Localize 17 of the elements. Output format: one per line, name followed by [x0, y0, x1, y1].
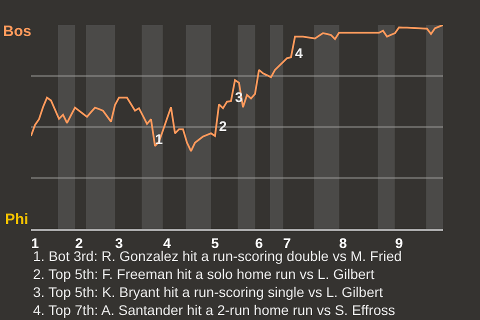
- text: 1. Bot 3rd: R. Gonzalez hit a run-scoring double vs M. Fried: [33, 248, 402, 264]
- x-tick-label: 2: [75, 234, 84, 251]
- x-tick-label: 6: [255, 234, 264, 251]
- annotation: 2: [219, 118, 227, 134]
- x-tick-label: 3: [115, 234, 124, 251]
- text: 4. Top 7th: A. Santander hit a 2-run home run vs S. Effross: [33, 302, 396, 318]
- text: Phi: [5, 211, 28, 228]
- x-tick-label: 5: [211, 234, 220, 251]
- annotation: Bos: [3, 23, 32, 40]
- x-tick-label: 8: [339, 234, 348, 251]
- text: 3. Top 5th: K. Bryant hit a run-scoring single vs L. Gilbert: [33, 284, 384, 300]
- annotation: 4: [295, 45, 303, 61]
- x-tick-label: 4: [163, 234, 172, 251]
- x-tick-label: 9: [395, 234, 404, 251]
- x-tick-label: 1: [31, 234, 40, 251]
- text: 2. Top 5th: F. Freeman hit a solo home run vs L. Gilbert: [33, 266, 374, 282]
- x-tick-label: 7: [283, 234, 292, 251]
